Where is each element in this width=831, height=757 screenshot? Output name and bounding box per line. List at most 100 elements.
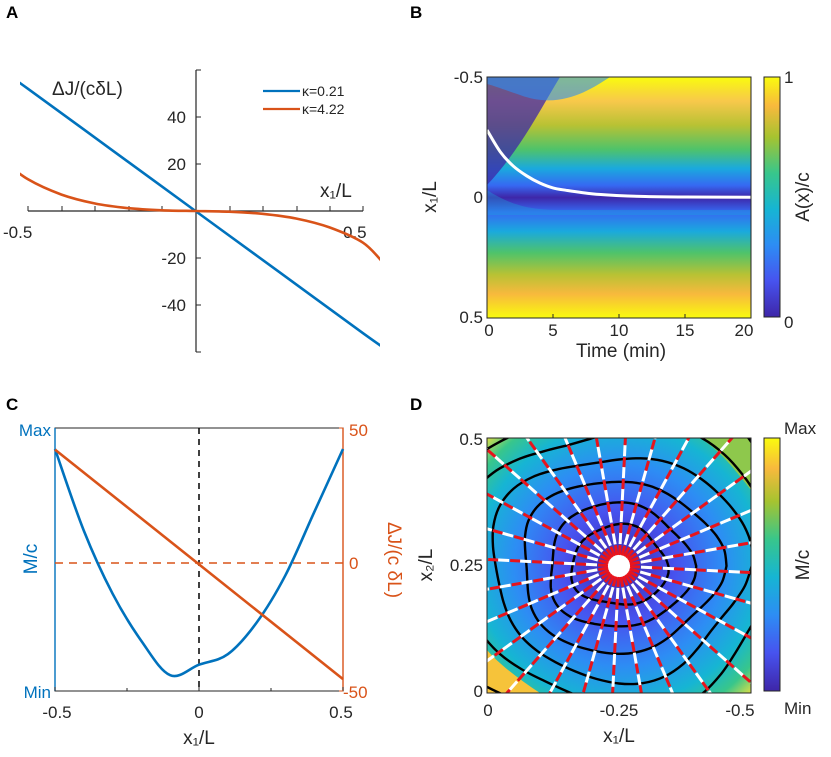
c-xlabel: x₁/L [183,728,215,749]
d-contour-2 [523,480,728,656]
panel-c: C -0.5 0 0.5 x₁/L Max Min M/c 50 0 -50 Δ… [6,395,404,749]
b-xtick-0: 0 [484,321,493,340]
c-right-tick-0: 0 [349,554,358,573]
d-corner-bl [487,650,540,693]
d-ytick-mid: 0.25 [450,556,483,575]
c-x-ticks [54,687,344,691]
a-ytick-m40: -40 [161,296,186,315]
panel-a: A -0.5 0.5 40 20 -20 [3,3,380,353]
a-xtick-neg: -0.5 [3,223,32,242]
d-ray-red-22 [617,438,657,567]
b-ytick-mid: 0 [474,188,483,207]
d-ray-red-4 [617,565,713,693]
a-ytick-m20: -20 [161,249,186,268]
d-ray-red-13 [487,564,620,591]
panel-letter-c: C [6,395,18,414]
d-ray-red-17 [487,447,620,568]
d-ray-red-19 [563,438,621,567]
d-ylabel: x₂/L [416,549,437,582]
c-xtick-neg: -0.5 [42,703,71,722]
d-ray-red-2 [618,564,751,640]
c-left-label: M/c [21,544,42,575]
b-ylabel: x₁/L [420,181,441,213]
panel-letter-d: D [410,395,422,414]
d-ray-red-3 [618,564,751,685]
d-colorbar [763,437,781,692]
d-ray-red-10 [504,565,621,693]
c-right-ticks [339,427,343,692]
b-x-ticks [486,314,752,318]
b-xtick-10: 10 [610,321,629,340]
d-ray-red-1 [618,564,751,605]
a-legend: κ=0.21 κ=4.22 [263,83,345,117]
a-series-group [20,81,380,347]
b-colorbar [763,76,781,318]
d-ray-red-6 [617,565,643,693]
a-ytick-20: 20 [167,155,186,174]
b-xtick-5: 5 [548,321,557,340]
d-ray-red-21 [617,438,627,567]
d-ray-red-12 [487,564,620,624]
d-cbar-min: Min [784,699,811,718]
d-ray-red-27 [618,541,751,568]
d-ray-red-23 [617,438,691,567]
c-right-label: ΔJ/(c δL) [383,522,404,598]
d-ray-red-16 [487,492,620,568]
d-ray-red-15 [487,527,620,568]
d-xtick-mid: -0.25 [600,701,639,720]
b-ytick-bottom: 0.5 [459,308,483,327]
c-xtick-0: 0 [194,703,203,722]
panel-b: B 0 5 10 15 20 -0.5 0 0.5 Time (min) x₁/… [410,3,814,362]
panel-d: D 0 -0.25 -0.5 x₁/L 0.5 0.25 0 x₂/L Max … [410,395,817,747]
c-series-group [53,448,345,681]
a-xtick-pos: 0.5 [343,223,367,242]
d-contour-1 [549,501,698,628]
d-cbar-label: M/c [793,550,814,581]
b-cbar-min: 0 [784,313,793,332]
a-legend-label-0: κ=0.21 [302,83,345,99]
b-xtick-15: 15 [676,321,695,340]
b-heatmap-shade-light [487,190,751,215]
b-white-curve [487,129,751,199]
d-ray-red-7 [611,565,621,693]
a-series-line-1 [20,172,380,262]
a-legend-label-1: κ=4.22 [302,101,345,117]
b-xtick-20: 20 [735,321,754,340]
d-ytick-bottom: 0 [474,682,483,701]
d-corner-tr [700,438,751,490]
d-ray-red-8 [581,565,621,693]
c-right-tick-50: 50 [349,421,368,440]
c-series-line-0 [53,448,345,678]
d-ray-red-5 [617,565,675,693]
a-y-ticks [196,69,201,353]
d-xlabel: x₁/L [603,726,635,747]
c-left-tick-max: Max [19,421,52,440]
c-xtick-pos: 0.5 [329,703,353,722]
c-left-tick-min: Min [24,683,51,702]
b-heatmap-shade-mid [487,77,610,101]
b-xlabel: Time (min) [576,341,666,362]
d-heatmap [487,438,751,693]
c-right-tick-m50: -50 [343,683,368,702]
c-series-line-1 [54,448,344,681]
b-heatmap [487,77,751,318]
d-ray-red-11 [487,564,620,663]
a-ytick-40: 40 [167,108,186,127]
d-ray-red-18 [525,438,621,567]
b-ytick-top: -0.5 [454,68,483,87]
d-ray-red-9 [548,565,621,693]
panel-letter-b: B [410,3,422,22]
d-ray-red-0 [618,564,751,575]
d-ray-red-20 [594,438,621,567]
d-ray-red-14 [487,557,620,568]
d-ytick-top: 0.5 [459,430,483,449]
d-contour-3 [491,457,751,686]
b-cbar-label: A(x)/c [793,172,814,222]
d-xtick-0: 0 [483,701,492,720]
d-cbar-max: Max [784,419,817,438]
a-ylabel: ΔJ/(cδL) [52,79,123,100]
d-ray-red-25 [618,469,751,568]
d-frame [486,437,752,694]
d-xtick-end: -0.5 [725,701,754,720]
